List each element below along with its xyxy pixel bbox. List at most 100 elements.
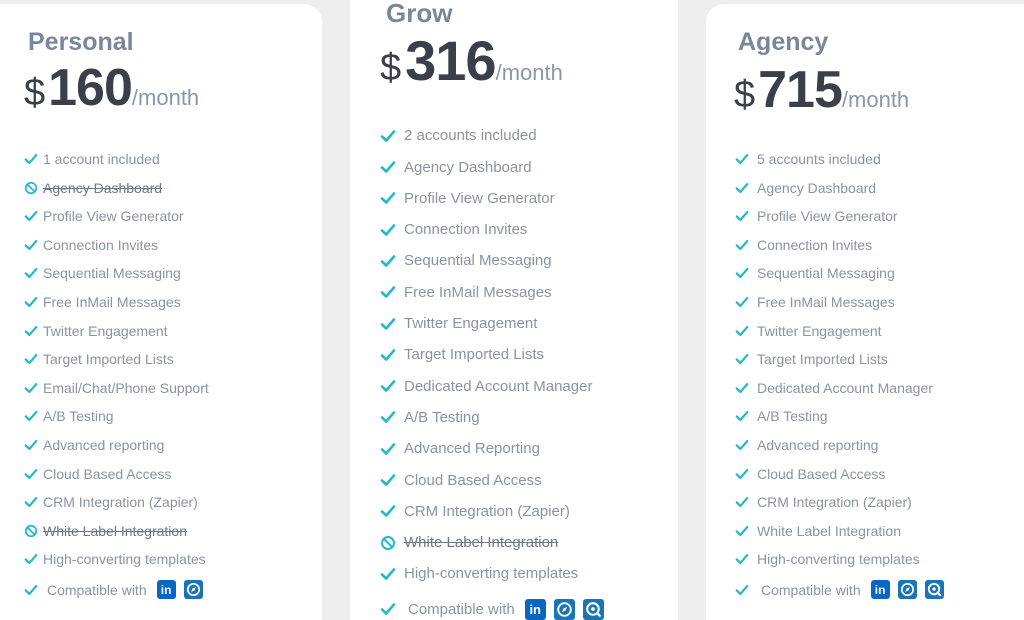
feature-item: Connection Invites xyxy=(24,237,158,253)
compass-icon xyxy=(553,598,575,620)
feature-item: CRM Integration (Zapier) xyxy=(380,503,570,520)
check-icon xyxy=(380,566,396,582)
compatible-with-row: Compatible with in xyxy=(24,580,203,600)
check-icon xyxy=(735,209,749,223)
feature-item: Twitter Engagement xyxy=(735,323,882,339)
check-icon xyxy=(380,378,396,394)
feature-label: Dedicated Account Manager xyxy=(757,379,933,396)
feature-item: White Label Integration xyxy=(380,534,558,551)
feature-label: Free InMail Messages xyxy=(43,293,181,310)
check-icon xyxy=(24,209,38,223)
feature-label: Free InMail Messages xyxy=(404,283,552,301)
compass-icon xyxy=(897,580,917,600)
feature-item: Dedicated Account Manager xyxy=(380,378,592,395)
feature-item: Advanced Reporting xyxy=(380,440,540,457)
feature-item: A/B Testing xyxy=(380,409,480,426)
check-icon xyxy=(735,181,749,195)
feature-label: Connection Invites xyxy=(757,236,873,253)
check-icon xyxy=(24,352,38,366)
currency-symbol: $ xyxy=(380,47,402,89)
ban-icon xyxy=(24,524,38,538)
feature-label: A/B Testing xyxy=(43,408,114,425)
feature-label: 1 account included xyxy=(43,150,160,167)
check-icon xyxy=(735,352,749,366)
feature-label: Target Imported Lists xyxy=(404,346,545,364)
currency-symbol: $ xyxy=(24,72,46,114)
price-agency: $ 715 /month xyxy=(734,60,909,120)
feature-label: Connection Invites xyxy=(43,236,159,253)
plan-name-grow: Grow xyxy=(386,0,453,28)
feature-label: Advanced Reporting xyxy=(404,440,540,458)
feature-item: Advanced reporting xyxy=(735,437,878,453)
check-icon xyxy=(735,583,749,597)
check-icon xyxy=(735,238,749,252)
check-icon xyxy=(24,438,38,452)
search-badge-icon xyxy=(924,580,944,600)
check-icon xyxy=(735,495,749,509)
feature-item: Cloud Based Access xyxy=(735,466,885,482)
feature-label: 2 accounts included xyxy=(404,127,537,145)
check-icon xyxy=(24,295,38,309)
feature-item: Target Imported Lists xyxy=(380,346,544,363)
feature-label: Target Imported Lists xyxy=(43,351,174,368)
feature-label: Profile View Generator xyxy=(43,208,184,225)
feature-label: Advanced reporting xyxy=(43,436,165,453)
feature-item: Connection Invites xyxy=(735,237,872,253)
feature-label: Advanced reporting xyxy=(757,436,879,453)
compatible-with-row: Compatible with in xyxy=(380,598,604,620)
feature-item: Twitter Engagement xyxy=(380,315,537,332)
price-period: /month xyxy=(495,60,563,85)
check-icon xyxy=(24,381,38,395)
plan-card-agency xyxy=(706,4,1024,620)
feature-label: Agency Dashboard xyxy=(757,179,877,196)
plan-name-agency: Agency xyxy=(738,28,829,56)
search-badge-icon xyxy=(582,598,604,620)
check-icon xyxy=(24,583,38,597)
feature-label: Profile View Generator xyxy=(404,189,555,207)
feature-item: Target Imported Lists xyxy=(735,351,888,367)
compass-icon xyxy=(183,580,203,600)
check-icon xyxy=(380,284,396,300)
feature-label: Sequential Messaging xyxy=(404,252,552,270)
feature-label: Cloud Based Access xyxy=(404,471,542,489)
feature-label: 5 accounts included xyxy=(757,150,881,167)
price-personal: $ 160 /month xyxy=(24,58,199,118)
check-icon xyxy=(735,295,749,309)
check-icon xyxy=(380,316,396,332)
compatible-with-label: Compatible with xyxy=(408,600,515,618)
feature-item: Cloud Based Access xyxy=(24,466,171,482)
check-icon xyxy=(380,253,396,269)
check-icon xyxy=(24,266,38,280)
feature-label: CRM Integration (Zapier) xyxy=(404,502,570,520)
check-icon xyxy=(735,266,749,280)
plan-name-personal: Personal xyxy=(28,28,134,56)
price-period: /month xyxy=(131,85,200,110)
feature-label: Cloud Based Access xyxy=(43,465,172,482)
check-icon xyxy=(380,347,396,363)
feature-label: Twitter Engagement xyxy=(404,315,538,333)
check-icon xyxy=(735,324,749,338)
feature-item: Agency Dashboard xyxy=(380,159,532,176)
feature-label: Agency Dashboard xyxy=(43,179,163,196)
feature-label: Dedicated Account Manager xyxy=(404,377,593,395)
feature-item: Cloud Based Access xyxy=(380,472,542,489)
feature-label: Cloud Based Access xyxy=(757,465,886,482)
check-icon xyxy=(735,524,749,538)
feature-item: Sequential Messaging xyxy=(380,252,552,269)
plan-card-grow xyxy=(350,0,678,620)
check-icon xyxy=(24,152,38,166)
feature-label: Email/Chat/Phone Support xyxy=(43,379,209,396)
feature-item: Free InMail Messages xyxy=(380,284,552,301)
price-amount: 160 xyxy=(48,59,133,117)
check-icon xyxy=(380,128,396,144)
check-icon xyxy=(735,467,749,481)
price-amount: 715 xyxy=(758,61,843,119)
feature-item: Twitter Engagement xyxy=(24,323,168,339)
check-icon xyxy=(735,152,749,166)
feature-item: Email/Chat/Phone Support xyxy=(24,380,209,396)
feature-label: Connection Invites xyxy=(404,221,528,239)
check-icon xyxy=(380,222,396,238)
feature-item: White Label Integration xyxy=(735,523,901,539)
price-grow: $ 316 /month xyxy=(380,28,563,93)
feature-item: Advanced reporting xyxy=(24,437,164,453)
